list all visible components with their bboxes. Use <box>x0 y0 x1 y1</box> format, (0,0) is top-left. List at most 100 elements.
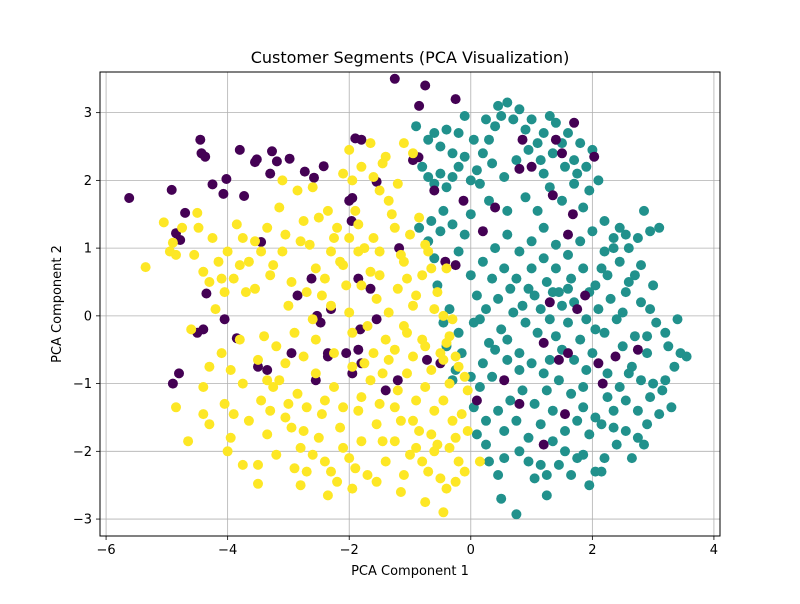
segment-2-point <box>329 233 339 243</box>
segment-1-point <box>575 334 586 345</box>
segment-2-point <box>429 304 440 315</box>
segment-1-point <box>487 371 498 382</box>
segment-2-point <box>301 287 312 298</box>
segment-1-point <box>444 304 455 315</box>
segment-0-point <box>580 290 591 301</box>
y-tick-label: 0 <box>84 309 92 324</box>
segment-1-point <box>474 178 485 189</box>
segment-2-point <box>304 239 315 250</box>
segment-1-point <box>584 185 595 196</box>
segment-2-point <box>347 327 358 338</box>
segment-1-point <box>578 382 589 392</box>
segment-1-point <box>453 128 464 138</box>
segment-2-point <box>432 439 443 450</box>
segment-0-point <box>292 290 303 301</box>
segment-2-point <box>183 436 194 447</box>
segment-2-point <box>347 483 358 494</box>
segment-2-point <box>329 348 339 359</box>
segment-2-point <box>280 358 291 369</box>
segment-1-point <box>590 280 601 291</box>
segment-2-point <box>383 354 394 365</box>
x-axis-label: PCA Component 1 <box>351 564 469 579</box>
segment-2-point <box>453 361 464 372</box>
segment-1-point <box>529 473 540 484</box>
segment-1-point <box>632 233 643 243</box>
segment-1-point <box>587 348 598 359</box>
segment-2-point <box>307 182 318 193</box>
segment-1-point <box>648 378 659 389</box>
segment-1-point <box>526 114 537 125</box>
segment-2-point <box>402 327 412 338</box>
segment-1-point <box>599 453 610 464</box>
y-tick-label: 1 <box>84 242 92 257</box>
segment-1-point <box>520 192 531 203</box>
segment-1-point <box>417 161 428 172</box>
segment-1-point <box>560 426 570 436</box>
segment-2-point <box>462 426 473 436</box>
y-tick-label: −1 <box>73 377 92 392</box>
segment-2-point <box>371 419 382 430</box>
segment-1-point <box>414 222 425 233</box>
segment-1-point <box>547 287 558 298</box>
segment-2-point <box>313 432 324 443</box>
segment-1-point <box>578 263 589 274</box>
segment-2-point <box>405 449 415 460</box>
segment-1-point <box>623 277 634 287</box>
segment-1-point <box>626 453 637 464</box>
segment-2-point <box>426 429 437 440</box>
segment-1-point <box>438 205 449 216</box>
segment-2-point <box>438 507 449 518</box>
segment-2-point <box>319 456 330 467</box>
segment-1-point <box>572 168 583 179</box>
segment-2-point <box>389 436 400 447</box>
segment-1-point <box>523 432 534 443</box>
segment-1-point <box>490 243 501 254</box>
segment-2-point <box>389 222 400 233</box>
segment-1-point <box>423 134 434 145</box>
segment-2-point <box>237 459 248 470</box>
segment-1-point <box>563 283 573 294</box>
segment-1-point <box>520 317 531 328</box>
segment-0-point <box>514 163 525 174</box>
segment-2-point <box>398 256 409 267</box>
segment-1-point <box>477 358 488 369</box>
segment-2-point <box>420 382 431 392</box>
segment-1-point <box>657 385 668 396</box>
segment-1-point <box>508 307 519 318</box>
segment-0-point <box>544 297 555 308</box>
segment-1-point <box>629 270 640 281</box>
segment-0-point <box>422 354 432 365</box>
segment-1-point <box>599 246 610 257</box>
segment-1-point <box>511 273 522 284</box>
segment-2-point <box>362 470 373 480</box>
segment-1-point <box>566 273 577 284</box>
segment-0-point <box>514 398 525 409</box>
segment-1-point <box>651 317 662 328</box>
segment-1-point <box>423 172 434 182</box>
segment-2-point <box>253 354 263 365</box>
segment-2-point <box>262 222 273 233</box>
segment-0-point <box>632 344 643 355</box>
segment-2-point <box>356 436 367 447</box>
segment-2-point <box>277 175 288 186</box>
segment-2-point <box>438 354 449 365</box>
segment-2-point <box>274 202 285 213</box>
y-tick-label: 3 <box>84 106 92 121</box>
segment-2-point <box>377 368 388 379</box>
segment-2-point <box>408 300 418 311</box>
segment-2-point <box>189 249 200 260</box>
segment-0-point <box>365 283 376 294</box>
segment-2-point <box>329 382 339 392</box>
segment-1-point <box>587 226 598 237</box>
segment-2-point <box>392 283 403 294</box>
segment-0-point <box>309 172 319 183</box>
segment-2-point <box>417 456 428 467</box>
segment-1-point <box>550 331 561 342</box>
segment-2-point <box>347 361 358 372</box>
segment-0-point <box>557 148 567 159</box>
segment-0-point <box>207 179 218 190</box>
segment-1-point <box>435 226 446 237</box>
segment-2-point <box>298 351 309 362</box>
segment-2-point <box>371 293 382 304</box>
segment-1-point <box>538 368 549 379</box>
